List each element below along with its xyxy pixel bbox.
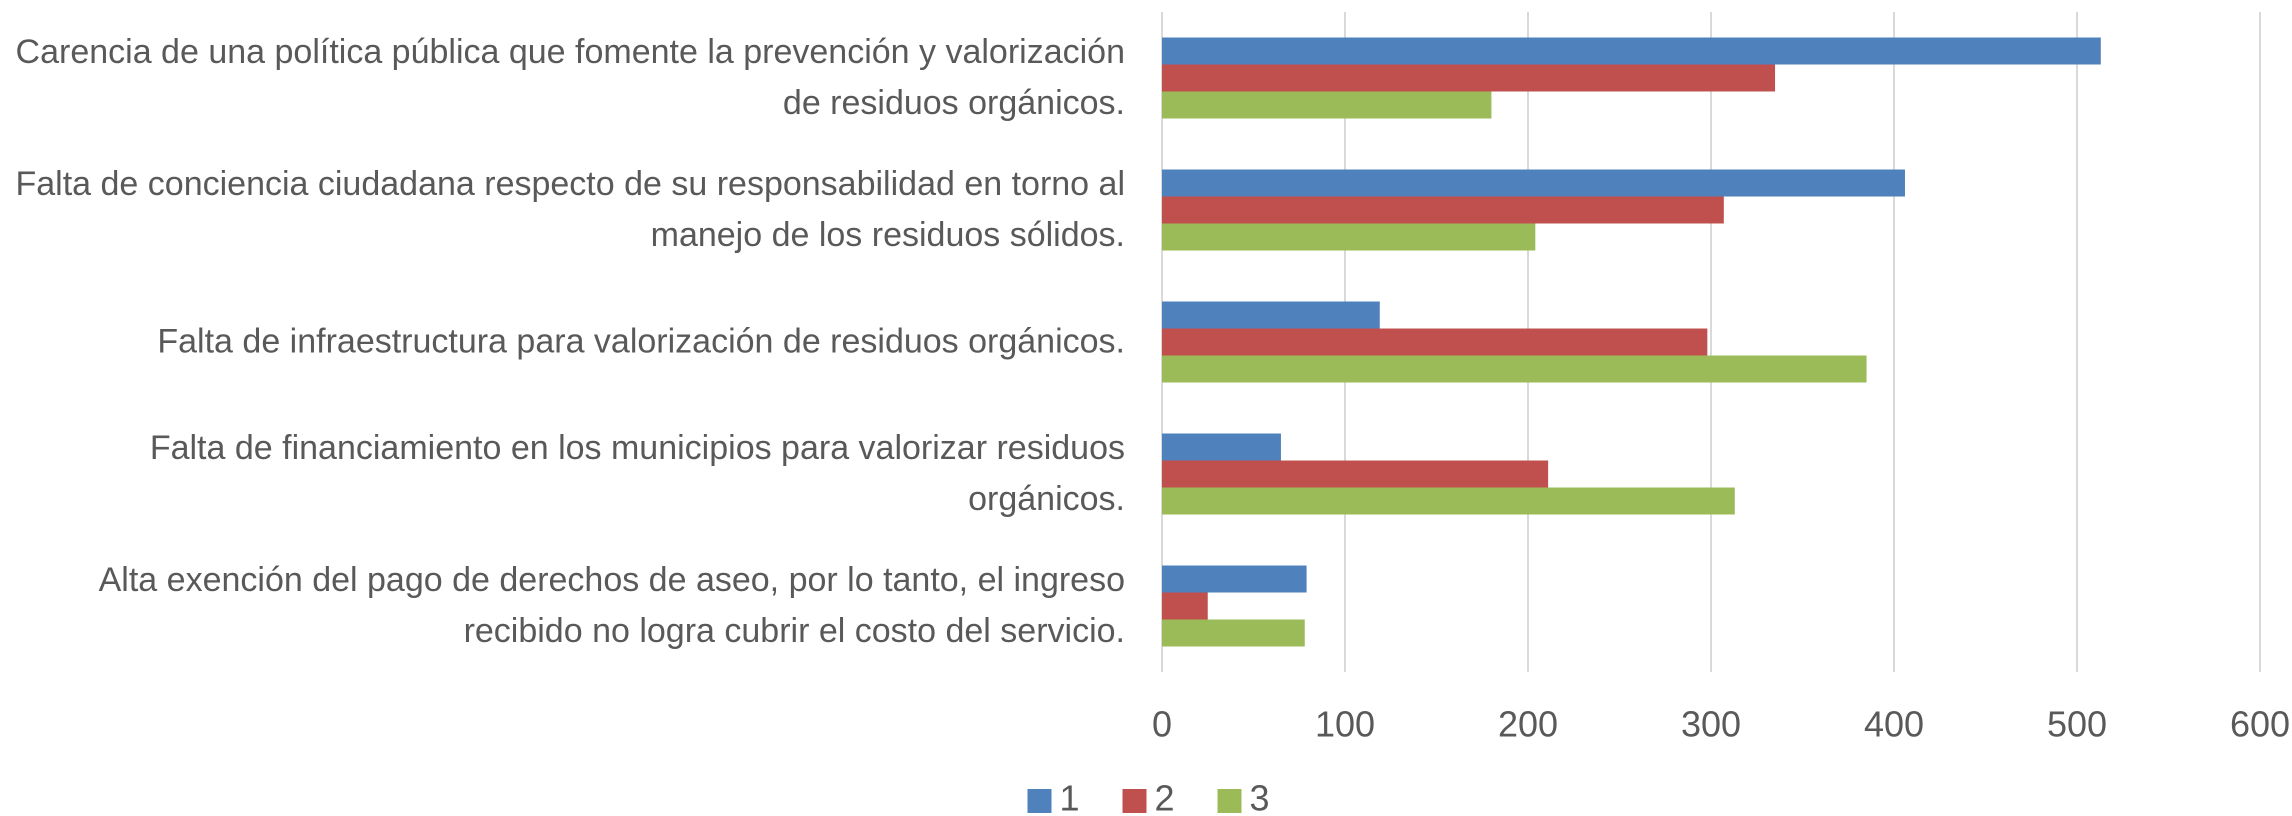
bar: [1162, 487, 1735, 515]
x-tick-label: 100: [1315, 704, 1375, 745]
legend-swatch: [1027, 789, 1052, 813]
bar: [1162, 328, 1708, 356]
x-tick-label: 600: [2230, 704, 2290, 745]
legend-label: 2: [1155, 778, 1175, 816]
bar: [1162, 433, 1281, 461]
bar: [1162, 37, 2101, 65]
y-tick-label: Alta exención del pago de derechos de as…: [98, 561, 1125, 650]
bar: [1162, 196, 1724, 224]
bar: [1162, 64, 1776, 92]
bar: [1162, 91, 1492, 119]
x-tick-label: 500: [2047, 704, 2107, 745]
y-tick-label: Falta de infraestructura para valorizaci…: [157, 322, 1125, 361]
legend-label: 1: [1060, 778, 1080, 816]
legend-swatch: [1122, 789, 1147, 813]
x-tick-label: 0: [1152, 704, 1172, 745]
x-tick-label: 300: [1681, 704, 1741, 745]
legend-swatch: [1217, 789, 1242, 813]
bar: [1162, 301, 1380, 329]
bar: [1162, 619, 1305, 647]
bar: [1162, 223, 1536, 251]
bar: [1162, 169, 1905, 197]
x-tick-label: 200: [1498, 704, 1558, 745]
bar: [1162, 460, 1549, 488]
x-tick-label: 400: [1864, 704, 1924, 745]
bar: [1162, 355, 1867, 383]
y-tick-label: Falta de conciencia ciudadana respecto d…: [15, 165, 1125, 254]
bar: [1162, 565, 1307, 593]
y-tick-label: Carencia de una política pública que fom…: [15, 33, 1125, 122]
legend-label: 3: [1250, 778, 1270, 816]
bar: [1162, 592, 1208, 620]
y-tick-label: Falta de financiamiento en los municipio…: [149, 429, 1125, 518]
